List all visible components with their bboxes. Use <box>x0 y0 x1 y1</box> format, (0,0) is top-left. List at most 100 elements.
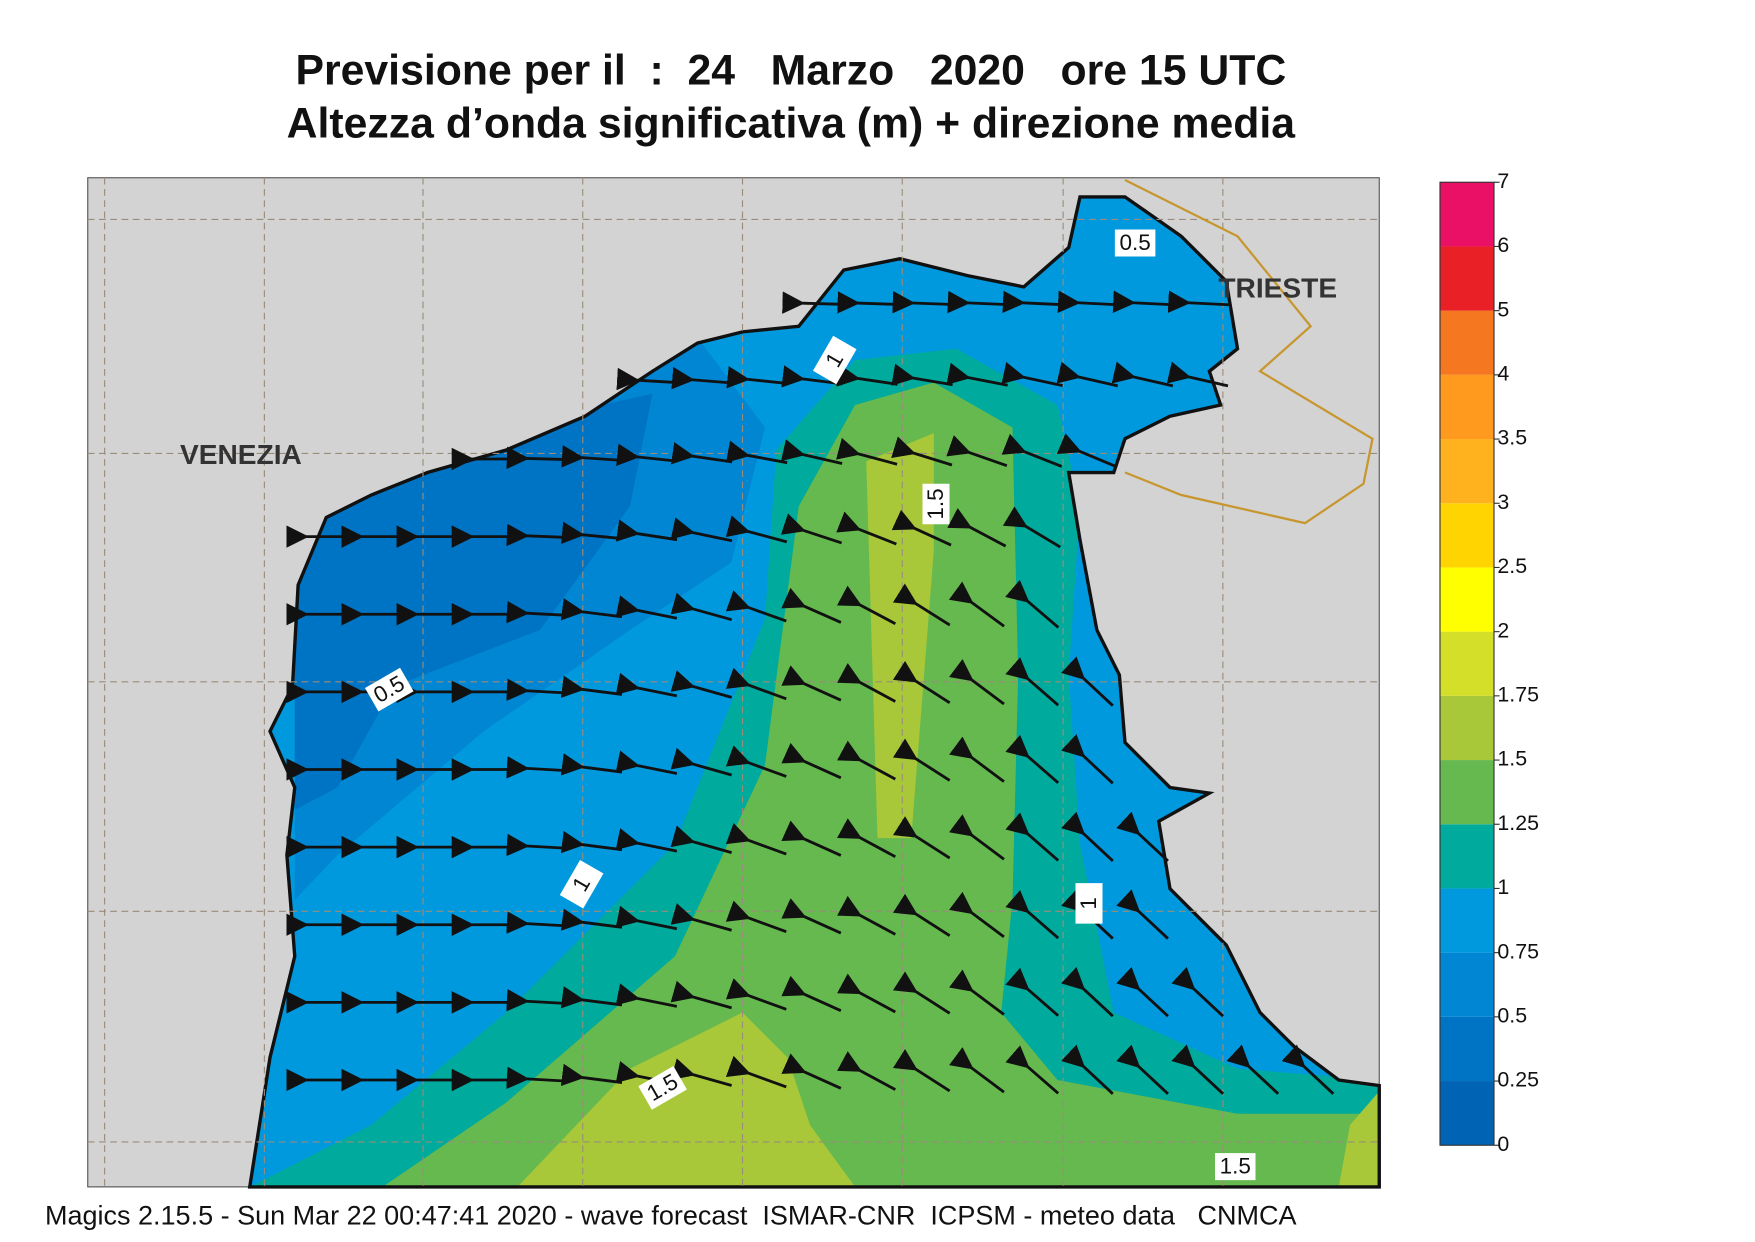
wave-arrow <box>560 675 623 698</box>
colorbar-tick-label: 0 <box>1497 1132 1509 1156</box>
wave-arrow <box>1005 579 1060 629</box>
wave-arrow <box>949 891 1005 939</box>
wave-arrow <box>1061 734 1114 785</box>
wave-arrow <box>892 738 951 782</box>
colorbar-tick-label: 6 <box>1497 233 1509 257</box>
footer: Magics 2.15.5 - Sun Mar 22 00:47:41 2020… <box>45 1200 1297 1230</box>
colorbar-tick-label: 2.5 <box>1497 554 1527 578</box>
wave-arrow <box>1001 433 1063 468</box>
place-label: TRIESTE <box>1218 273 1337 304</box>
wave-arrow <box>836 437 898 466</box>
wave-arrow <box>506 678 568 701</box>
wave-arrow <box>670 903 732 932</box>
wave-arrow <box>615 905 678 931</box>
wave-arrow <box>615 750 678 775</box>
wave-arrow <box>836 511 897 546</box>
wave-arrow <box>670 747 732 777</box>
wave-arrow <box>615 828 678 853</box>
wave-arrow <box>782 291 843 314</box>
title-line-2: Altezza d’onda significativa (m) + direz… <box>287 99 1297 147</box>
wave-arrow <box>837 973 896 1014</box>
wave-arrow <box>1171 966 1225 1018</box>
contour-label-box <box>922 483 950 525</box>
wave-arrow <box>560 598 623 621</box>
wave-arrow <box>781 587 842 624</box>
contour-fills <box>249 196 1380 1187</box>
wave-arrow <box>1116 966 1169 1018</box>
wave-arrow <box>1005 812 1060 862</box>
wave-arrow <box>1061 1044 1114 1095</box>
wave-arrow <box>725 440 788 465</box>
wave-arrow <box>670 442 733 465</box>
wave-arrow <box>560 753 623 776</box>
contour-label-text: 1.5 <box>1220 1154 1251 1179</box>
colorbar-tick-label: 1 <box>1497 875 1509 899</box>
wave-arrow <box>1056 361 1119 388</box>
wave-arrow <box>506 911 568 934</box>
wave-arrow <box>560 1063 623 1087</box>
wave-arrow <box>670 1058 732 1087</box>
direction-arrows <box>286 290 1335 1095</box>
wave-arrow <box>615 672 678 698</box>
place-label: VENEZIA <box>180 439 302 470</box>
wave-arrow <box>670 670 732 699</box>
contour-label: 1 <box>812 335 857 385</box>
wave-arrow <box>1116 811 1169 862</box>
wave-arrow <box>837 291 898 314</box>
wave-arrow <box>616 367 678 391</box>
wave-arrow <box>892 816 951 860</box>
wave-arrow <box>780 439 843 465</box>
wave-arrow <box>1002 506 1061 549</box>
wave-arrow <box>947 290 1009 314</box>
wave-arrow <box>949 736 1005 783</box>
wave-arrow <box>837 1051 896 1091</box>
colorbar-tick-label: 1.5 <box>1497 747 1527 771</box>
wave-arrow <box>946 435 1008 468</box>
wave-arrow <box>725 978 787 1011</box>
wave-arrow <box>1057 290 1119 313</box>
wave-arrow <box>725 667 787 701</box>
wave-arrow <box>1171 1044 1225 1095</box>
wave-arrow <box>892 893 951 937</box>
wave-arrow <box>725 822 787 856</box>
wave-arrow <box>1005 890 1060 940</box>
colorbar-segment <box>1440 246 1494 311</box>
wave-arrow <box>1226 1044 1280 1095</box>
sea <box>247 195 1381 1189</box>
wave-arrow <box>561 521 623 544</box>
wave-arrow <box>506 600 568 624</box>
contour-label: 1 <box>559 859 604 909</box>
contour-label-box <box>364 667 414 712</box>
wave-arrow <box>506 988 568 1012</box>
wave-arrow <box>1005 734 1060 784</box>
wave-arrow <box>506 833 568 857</box>
title-line-1: Previsione per il : 24 Marzo 2020 ore 15… <box>295 46 1286 94</box>
contour-label-text: 1.5 <box>923 488 948 519</box>
wave-arrow <box>725 515 788 544</box>
contour-band <box>1338 1091 1380 1187</box>
wave-arrow <box>836 585 897 625</box>
colorbar-tick-label: 4 <box>1497 361 1509 385</box>
colorbar-segment <box>1440 695 1494 761</box>
wave-arrow <box>726 366 788 389</box>
wave-arrow <box>891 363 953 387</box>
wave-arrow <box>1167 290 1229 313</box>
wave-arrow <box>948 581 1005 628</box>
wave-arrow <box>781 975 842 1012</box>
colorbar-tick-label: 1.75 <box>1497 682 1539 706</box>
colorbar-segment <box>1440 503 1494 568</box>
colorbar-segment <box>1440 760 1494 825</box>
colorbar-segment <box>1440 1081 1494 1146</box>
contour-label: 1.5 <box>922 483 950 525</box>
wave-arrow <box>1002 290 1064 314</box>
contour-label-box <box>812 335 857 385</box>
wave-arrow <box>560 830 623 854</box>
wave-arrow <box>781 898 842 935</box>
wave-arrow <box>1056 433 1118 469</box>
colorbar-segment <box>1440 952 1494 1017</box>
wave-arrow <box>949 969 1005 1016</box>
wave-arrow <box>891 509 952 547</box>
wave-arrow <box>780 513 843 545</box>
wave-arrow <box>725 590 787 623</box>
wave-arrow <box>670 825 732 854</box>
